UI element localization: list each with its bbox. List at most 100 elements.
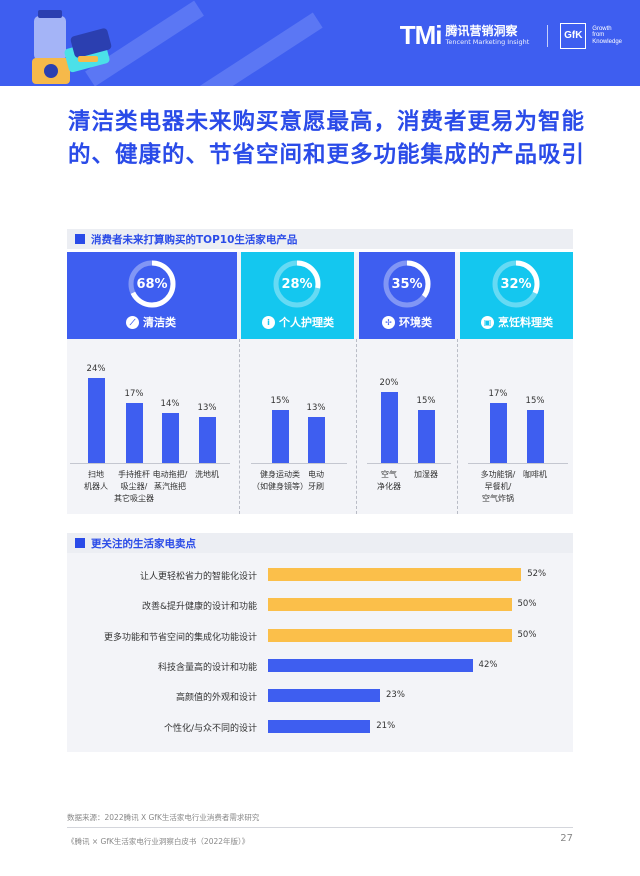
- category-label: ▣ 烹饪料理类: [481, 314, 553, 330]
- category-percent: 28%: [281, 277, 313, 292]
- category-card-cooking: 32% ▣ 烹饪料理类: [460, 252, 573, 339]
- chart-bar: [268, 719, 371, 733]
- ring-chart: [128, 260, 176, 308]
- bar-value-label: 50%: [517, 599, 537, 610]
- selling-point-row: 高颜值的外观和设计 23%: [67, 689, 573, 703]
- bar-category-label: 电动拖把/ 蒸汽拖把: [152, 470, 188, 491]
- bar-value-label: 13%: [197, 402, 217, 413]
- bar-value-label: 42%: [478, 659, 498, 670]
- header-banner: TMi 腾讯营销洞察 Tencent Marketing Insight GfK…: [0, 0, 640, 86]
- bar-value-label: 17%: [124, 388, 144, 399]
- chart-bar: [380, 392, 398, 463]
- bar-value-label: 15%: [270, 395, 290, 406]
- category-card-personal-care: 28% i 个人护理类: [241, 252, 354, 339]
- chart-bar: [268, 598, 512, 612]
- chart-bar: [161, 413, 179, 463]
- category-label: i 个人护理类: [262, 314, 334, 330]
- selling-point-label: 让人更轻松省力的智能化设计: [139, 572, 257, 582]
- brand-cn: 腾讯营销洞察: [445, 23, 518, 38]
- bar-category-label: 加湿器: [414, 470, 438, 479]
- selling-point-row: 科技含量高的设计和功能 42%: [67, 658, 573, 673]
- bar-category-label: 多功能锅/ 早餐机/ 空气炸锅: [480, 470, 516, 503]
- ring-chart: [273, 260, 321, 308]
- ring-chart: [492, 260, 540, 308]
- category-percent: 32%: [500, 277, 532, 292]
- chart-bar: [268, 628, 512, 642]
- bar-category-label: 电动 牙刷: [308, 470, 324, 491]
- group-divider: [239, 339, 240, 514]
- bar-value-label: 23%: [386, 690, 405, 701]
- gfk-logo: GfK: [560, 22, 587, 49]
- ring-chart: [383, 260, 431, 308]
- selling-point-label: 改善&提升健康的设计和功能: [141, 602, 257, 613]
- bar-category-label: 健身运动类 （如健身镜等）: [252, 470, 308, 491]
- publication-title: 《腾讯 × GfK生活家电行业洞察白皮书（2022年版）》: [67, 837, 250, 846]
- selling-point-label: 个性化/与众不同的设计: [163, 723, 257, 734]
- chart-bar: [268, 658, 473, 672]
- category-label: ✢ 环境类: [382, 314, 432, 330]
- category-card-environment: 35% ✢ 环境类: [359, 252, 455, 339]
- bar-value-label: 20%: [379, 378, 399, 388]
- logo-divider: [547, 24, 549, 47]
- selling-point-label: 科技含量高的设计和功能: [157, 662, 257, 673]
- chart-axis-line: [251, 463, 347, 464]
- page-title: 清洁类电器未来购买意愿最高，消费者更易为智能的、健康的、节省空间和更多功能集成的…: [68, 109, 586, 168]
- chart-bar: [307, 416, 325, 463]
- bar-category-label: 手持推杆 吸尘器/ 其它吸尘器: [114, 470, 154, 503]
- chart-bar: [489, 402, 507, 463]
- section-marker: [75, 538, 85, 548]
- section-marker: [75, 234, 85, 244]
- page-number: 27: [560, 833, 573, 844]
- group-divider: [356, 339, 357, 514]
- category-card-cleaning: 68% ⟋ 清洁类: [67, 252, 237, 339]
- bar-category-label: 空气 净化器: [377, 470, 401, 491]
- chart-bar: [417, 409, 435, 463]
- category-label: ⟋ 清洁类: [126, 314, 176, 330]
- broom-icon: ⟋: [126, 315, 139, 329]
- bar-category-label: 扫地 机器人: [84, 470, 108, 491]
- chart-axis-line: [468, 463, 568, 464]
- footer-divider: [67, 827, 573, 828]
- selling-point-row: 更多功能和节省空间的集成化功能设计 50%: [67, 628, 573, 643]
- chart-bar: [87, 377, 105, 463]
- selling-point-row: 改善&提升健康的设计和功能 50%: [67, 598, 573, 612]
- chart-bar: [198, 416, 216, 463]
- selling-point-label: 更多功能和节省空间的集成化功能设计: [103, 632, 257, 643]
- bar-value-label: 14%: [160, 399, 180, 410]
- section-header-selling-points: 更关注的生活家电卖点: [67, 533, 573, 553]
- selling-point-row: 让人更轻松省力的智能化设计 52%: [67, 568, 573, 582]
- bar-value-label: 24%: [86, 363, 106, 374]
- chart-bar: [268, 689, 380, 703]
- chart-axis-line: [70, 463, 230, 464]
- appliance-illustration-icon: [32, 10, 112, 84]
- chart-bar: [271, 409, 289, 463]
- fan-icon: ✢: [382, 315, 395, 329]
- info-person-icon: i: [262, 315, 275, 329]
- group-divider: [457, 339, 458, 514]
- bar-value-label: 13%: [306, 402, 326, 413]
- chart-bar: [268, 568, 522, 581]
- logo-group: TMi 腾讯营销洞察 Tencent Marketing Insight GfK…: [400, 20, 622, 51]
- tmi-logo: TMi: [399, 20, 443, 50]
- top10-products-panel: 68% ⟋ 清洁类 28% i 个人护理类 35% ✢ 环境类 32% ▣ 烹饪料理类 …: [67, 252, 573, 514]
- chart-axis-line: [367, 463, 451, 464]
- selling-point-row: 个性化/与众不同的设计 21%: [67, 719, 573, 734]
- selling-points-chart: 让人更轻松省力的智能化设计 52% 改善&提升健康的设计和功能 50% 更多功能和节省空…: [67, 553, 573, 752]
- bar-value-label: 17%: [488, 388, 508, 399]
- category-percent: 35%: [391, 277, 423, 292]
- bar-category-label: 洗地机: [195, 470, 219, 479]
- section-title: 消费者未来打算购买的TOP10生活家电产品: [91, 234, 298, 246]
- chart-bar: [125, 402, 143, 463]
- gfk-tagline: Growth from Knowledge: [592, 26, 622, 45]
- chart-bar: [526, 409, 544, 463]
- section-header-top10: 消费者未来打算购买的TOP10生活家电产品: [67, 229, 573, 249]
- bar-value-label: 15%: [525, 395, 545, 406]
- bar-value-label: 50%: [517, 629, 537, 640]
- brand-en: Tencent Marketing Insight: [445, 37, 530, 46]
- bar-value-label: 21%: [376, 720, 396, 731]
- selling-point-label: 高颜值的外观和设计: [175, 693, 257, 704]
- data-source: 数据来源：2022腾讯 X GfK生活家电行业消费者需求研究: [67, 813, 260, 822]
- top10-bar-chart: 24% 扫地 机器人 17% 手持推杆 吸尘器/ 其它吸尘器 14% 电动拖把/ 蒸汽拖把…: [67, 252, 573, 514]
- bar-value-label: 52%: [527, 569, 547, 579]
- cooker-icon: ▣: [481, 315, 494, 329]
